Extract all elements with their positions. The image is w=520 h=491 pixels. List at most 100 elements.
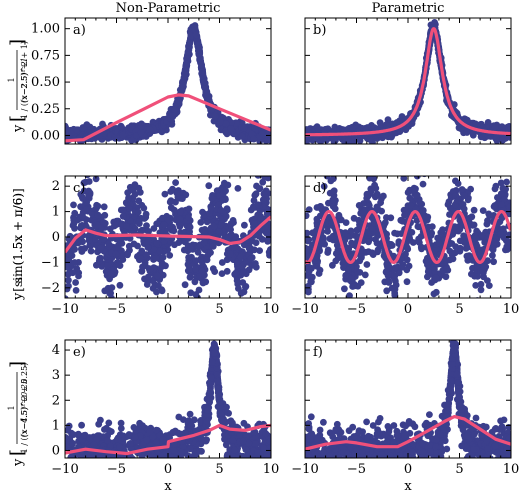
data-point [490, 258, 497, 266]
data-point [345, 245, 352, 253]
data-point [252, 190, 260, 198]
data-point [217, 206, 225, 214]
data-point [150, 246, 158, 253]
data-point [186, 223, 194, 231]
data-point [497, 230, 505, 238]
data-point [424, 213, 432, 221]
data-point [494, 167, 501, 174]
data-point [187, 32, 195, 40]
ylabel-denominator: (x−4.5)²+0.25 [20, 379, 29, 437]
data-point [211, 112, 219, 120]
data-point [456, 166, 463, 173]
ylabel-row-a: y [ 1 1 / ((x−2.5)^2 + 1) (x−2.5)²+1 ] [7, 39, 29, 133]
data-point [505, 238, 511, 246]
column-title-parametric: Parametric [372, 1, 445, 16]
x-tick-label: −5 [347, 302, 366, 317]
x-tick-label: 0 [164, 302, 172, 317]
data-point [130, 460, 137, 467]
data-point [305, 229, 311, 237]
data-point [210, 222, 218, 230]
ylabel-numerator: 1 [7, 77, 16, 82]
data-point [444, 201, 452, 208]
data-point [134, 461, 141, 468]
data-point [117, 419, 125, 427]
x-tick-label: 10 [263, 302, 280, 317]
data-point [222, 212, 230, 220]
data-point [254, 176, 262, 179]
data-point [153, 466, 160, 473]
data-point [88, 458, 95, 465]
data-point [97, 244, 105, 251]
data-point [200, 239, 208, 247]
data-point [442, 265, 450, 273]
data-point [137, 227, 145, 235]
data-point [263, 162, 270, 169]
fit-curve [305, 27, 511, 137]
y-tick-label: 1.00 [31, 22, 60, 37]
panel-b: b) [304, 17, 512, 145]
data-point [463, 116, 471, 124]
data-point [84, 470, 91, 477]
data-point [78, 421, 85, 429]
data-point [153, 272, 161, 280]
data-point [388, 284, 396, 292]
data-point [500, 196, 508, 203]
data-point [346, 292, 353, 298]
data-point [65, 285, 71, 293]
data-point [256, 185, 264, 192]
data-point [252, 239, 260, 247]
data-point [385, 262, 392, 270]
data-point [247, 472, 254, 479]
data-point [79, 461, 86, 468]
data-point [238, 262, 246, 270]
data-point [209, 242, 217, 250]
plot-area [305, 19, 511, 144]
data-point [82, 460, 89, 467]
data-point [456, 226, 464, 233]
data-point [83, 121, 91, 128]
data-point [378, 207, 385, 215]
data-point [156, 247, 164, 255]
data-point [383, 287, 391, 295]
data-point [363, 190, 371, 198]
data-point [72, 287, 80, 294]
data-point [101, 287, 109, 295]
data-point [194, 249, 202, 256]
data-point [171, 241, 178, 249]
data-point [266, 136, 271, 144]
data-point [227, 226, 235, 233]
data-point [108, 284, 116, 291]
data-point [240, 124, 248, 132]
ylabel-bracket-open: [ [7, 449, 28, 456]
data-point [414, 176, 421, 178]
data-point [101, 211, 109, 219]
data-point [308, 264, 315, 272]
data-point [72, 126, 80, 134]
panel-letter: a) [73, 23, 86, 38]
data-point [331, 205, 339, 213]
data-point [129, 186, 137, 194]
data-point [328, 168, 335, 175]
data-point [497, 179, 505, 187]
data-point [502, 246, 509, 254]
data-point [259, 145, 266, 152]
data-point [404, 189, 412, 196]
data-point [69, 269, 77, 277]
data-point [208, 194, 216, 202]
data-point [112, 221, 119, 229]
data-point [404, 234, 412, 242]
data-point [105, 419, 113, 427]
data-point [265, 248, 271, 256]
data-point [192, 291, 200, 298]
data-point [305, 247, 312, 254]
data-point [124, 189, 132, 197]
data-point [159, 254, 167, 261]
data-point [259, 178, 267, 186]
data-point [171, 106, 178, 114]
data-point [65, 250, 73, 257]
data-point [183, 60, 191, 68]
data-point [362, 176, 367, 177]
data-point [330, 187, 338, 195]
data-point [357, 279, 365, 286]
data-point [478, 232, 486, 239]
